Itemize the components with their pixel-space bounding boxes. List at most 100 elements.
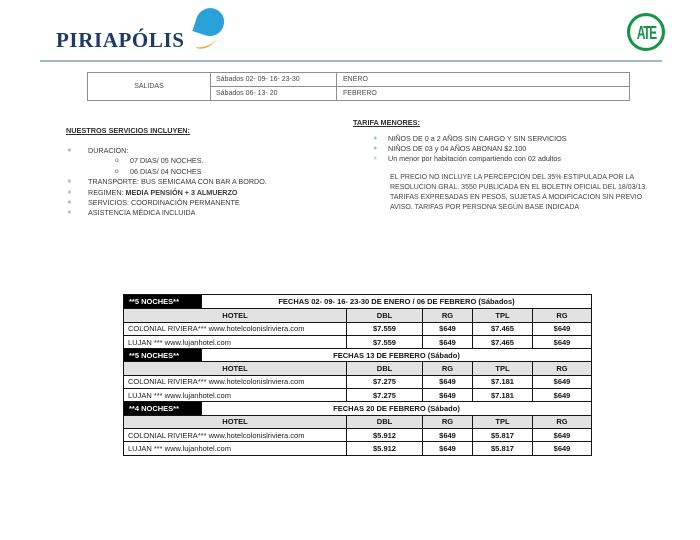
pricing-table-13-febrero: **5 NOCHES** FECHAS 13 DE FEBRERO (Sábad…	[124, 348, 591, 402]
departures-table: SALIDAS Sábados 02- 09- 16- 23-30 ENERO …	[87, 72, 630, 101]
price-cell: $7.465	[472, 322, 532, 335]
price-cell: $7.465	[472, 335, 532, 349]
table-row: LUJAN *** www.lujanhotel.com $5.912 $649…	[124, 441, 591, 455]
ate-logo-text: ATE	[636, 21, 657, 43]
list-item: ✳ Un menor por habitación compartiendo c…	[353, 154, 663, 164]
services-section: NUESTROS SERVICIOS INCLUYEN: ✳ DURACION:…	[66, 126, 358, 219]
column-header: HOTEL	[124, 362, 346, 375]
list-item-label: NIÑOS DE 03 y 04 AÑOS ABONAN $2.100	[388, 144, 527, 154]
pricing-tables: **5 NOCHES** FECHAS 02- 09- 16- 23-30 DE…	[123, 294, 592, 456]
column-header: HOTEL	[124, 309, 346, 322]
list-item-label: 07 DIAS/ 05 NOCHES.	[130, 156, 204, 166]
column-header: TPL	[472, 415, 532, 428]
price-cell: $7.559	[346, 322, 422, 335]
list-item-label: REGIMEN: MEDIA PENSIÓN + 3 ALMUERZO	[88, 187, 238, 197]
dates-cell: Sábados 02- 09- 16- 23-30	[211, 73, 337, 86]
list-item: ✳ NIÑOS DE 0 a 2 AÑOS SIN CARGO Y SIN SE…	[353, 134, 663, 144]
price-cell: $7.559	[346, 335, 422, 349]
table-row: LUJAN *** www.lujanhotel.com $7.275 $649…	[124, 388, 591, 402]
price-cell: $5.912	[346, 442, 422, 455]
price-cell: $649	[422, 375, 472, 389]
price-cell: $7.181	[472, 389, 532, 402]
disclaimer-line: AVISO. TARIFAS POR PERSONA SEGÚN BASE IN…	[390, 203, 580, 211]
tarifa-menores-section: TARIFA MENORES: ✳ NIÑOS DE 0 a 2 AÑOS SI…	[353, 118, 663, 213]
table-row: COLONIAL RIVIERA*** www.hotelcolonislriv…	[124, 321, 591, 335]
table-row: **4 NOCHES** FECHAS 20 DE FEBRERO (Sábad…	[124, 401, 591, 415]
hotel-cell: COLONIAL RIVIERA*** www.hotelcolonislriv…	[128, 377, 305, 387]
price-cell: $649	[532, 442, 591, 455]
asterisk-bullet-icon: ✳	[67, 179, 72, 186]
price-cell: $5.912	[346, 428, 422, 442]
list-subitem: o 07 DIAS/ 05 NOCHES.	[66, 156, 358, 166]
disclaimer-line: TARIFAS EXPRESADAS EN PESOS, SUJETAS A M…	[390, 193, 643, 201]
list-item-label: DURACION:	[88, 146, 129, 155]
price-cell: $649	[532, 322, 591, 335]
ate-logo: ATE	[627, 13, 665, 51]
list-item: ✳ TRANSPORTE: BUS SEMICAMA CON BAR A BOR…	[66, 177, 358, 187]
month-cell: ENERO	[343, 76, 368, 83]
price-cell: $649	[422, 389, 472, 402]
price-cell: $7.275	[346, 389, 422, 402]
asterisk-bullet-icon: ✳	[67, 210, 72, 217]
column-header: RG	[532, 362, 591, 375]
list-item: ✳ REGIMEN: MEDIA PENSIÓN + 3 ALMUERZO	[66, 188, 358, 198]
circle-bullet-icon: o	[115, 167, 119, 175]
list-item-label: TRANSPORTE: BUS SEMICAMA CON BAR A BORDO…	[88, 177, 267, 187]
column-header: DBL	[346, 309, 422, 322]
column-header: TPL	[472, 309, 532, 322]
tarifa-list: ✳ NIÑOS DE 0 a 2 AÑOS SIN CARGO Y SIN SE…	[353, 134, 663, 165]
hotel-cell: COLONIAL RIVIERA*** www.hotelcolonislriv…	[128, 430, 305, 440]
table-row: LUJAN *** www.lujanhotel.com $7.559 $649…	[124, 334, 591, 349]
price-cell: $649	[422, 322, 472, 335]
asterisk-bullet-icon: ✳	[67, 200, 72, 207]
column-header: RG	[422, 309, 472, 322]
list-item: ✳ DURACION:	[66, 146, 358, 156]
drop-icon	[192, 4, 228, 40]
fechas-title: FECHAS 02- 09- 16- 23-30 DE ENERO / 06 D…	[201, 295, 591, 309]
disclaimer-line: RESOLUCION GRAL. 3550 PUBLICADA EN EL BO…	[390, 183, 648, 191]
nights-badge: **5 NOCHES**	[124, 349, 201, 362]
price-cell: $649	[422, 428, 472, 442]
table-row: Sábados 02- 09- 16- 23-30 ENERO	[211, 73, 629, 87]
column-header: RG	[422, 415, 472, 428]
price-disclaimer: EL PRECIO NO INCLUYE LA PERCEPCION DEL 3…	[390, 173, 663, 213]
list-item-label: ASISTENCIA MÉDICA INCLUIDA	[88, 208, 196, 218]
table-row: Sábados 06- 13- 20 FEBRERO	[211, 87, 629, 100]
month-cell: FEBRERO	[343, 90, 377, 97]
nights-badge: **4 NOCHES**	[124, 402, 201, 415]
price-cell: $649	[532, 375, 591, 389]
list-item-label: Un menor por habitación compartiendo con…	[388, 154, 562, 164]
price-cell: $649	[532, 428, 591, 442]
nights-badge: **5 NOCHES**	[124, 295, 201, 309]
pricing-table-20-febrero: **4 NOCHES** FECHAS 20 DE FEBRERO (Sábad…	[124, 401, 591, 455]
fechas-title: FECHAS 13 DE FEBRERO (Sábado)	[201, 349, 591, 362]
table-header-row: HOTEL DBL RG TPL RG	[124, 361, 591, 375]
asterisk-bullet-icon: ✳	[373, 136, 378, 142]
price-cell: $7.275	[346, 375, 422, 389]
fechas-title: FECHAS 20 DE FEBRERO (Sábado)	[201, 402, 591, 415]
column-header: RG	[532, 309, 591, 322]
header-divider	[40, 60, 662, 62]
price-cell: $7.181	[472, 375, 532, 389]
price-cell: $649	[422, 442, 472, 455]
dates-cell: Sábados 06- 13- 20	[211, 87, 337, 100]
asterisk-bullet-icon: ✳	[373, 156, 378, 163]
circle-bullet-icon: o	[115, 157, 119, 165]
salidas-label-cell: SALIDAS	[88, 73, 211, 100]
swoosh-icon	[195, 39, 218, 49]
table-row: **5 NOCHES** FECHAS 13 DE FEBRERO (Sábad…	[124, 348, 591, 362]
list-item-label: NIÑOS DE 0 a 2 AÑOS SIN CARGO Y SIN SERV…	[388, 134, 567, 143]
pricing-table-enero: **5 NOCHES** FECHAS 02- 09- 16- 23-30 DE…	[124, 295, 591, 349]
list-item: ✳ ASISTENCIA MÉDICA INCLUIDA	[66, 208, 358, 218]
disclaimer-line: EL PRECIO NO INCLUYE LA PERCEPCION DEL 3…	[390, 173, 635, 181]
price-cell: $649	[422, 335, 472, 349]
salidas-rows: Sábados 02- 09- 16- 23-30 ENERO Sábados …	[211, 73, 629, 100]
table-header-row: HOTEL DBL RG TPL RG	[124, 308, 591, 322]
column-header: TPL	[472, 362, 532, 375]
page-title: PIRIAPÓLIS	[56, 28, 185, 52]
list-item-label: SERVICIOS: COORDINACIÓN PERMANENTE	[88, 198, 240, 208]
hotel-cell: COLONIAL RIVIERA*** www.hotelcolonislriv…	[128, 324, 305, 334]
hotel-cell: LUJAN *** www.lujanhotel.com	[128, 337, 231, 347]
hotel-cell: LUJAN *** www.lujanhotel.com	[128, 390, 231, 400]
